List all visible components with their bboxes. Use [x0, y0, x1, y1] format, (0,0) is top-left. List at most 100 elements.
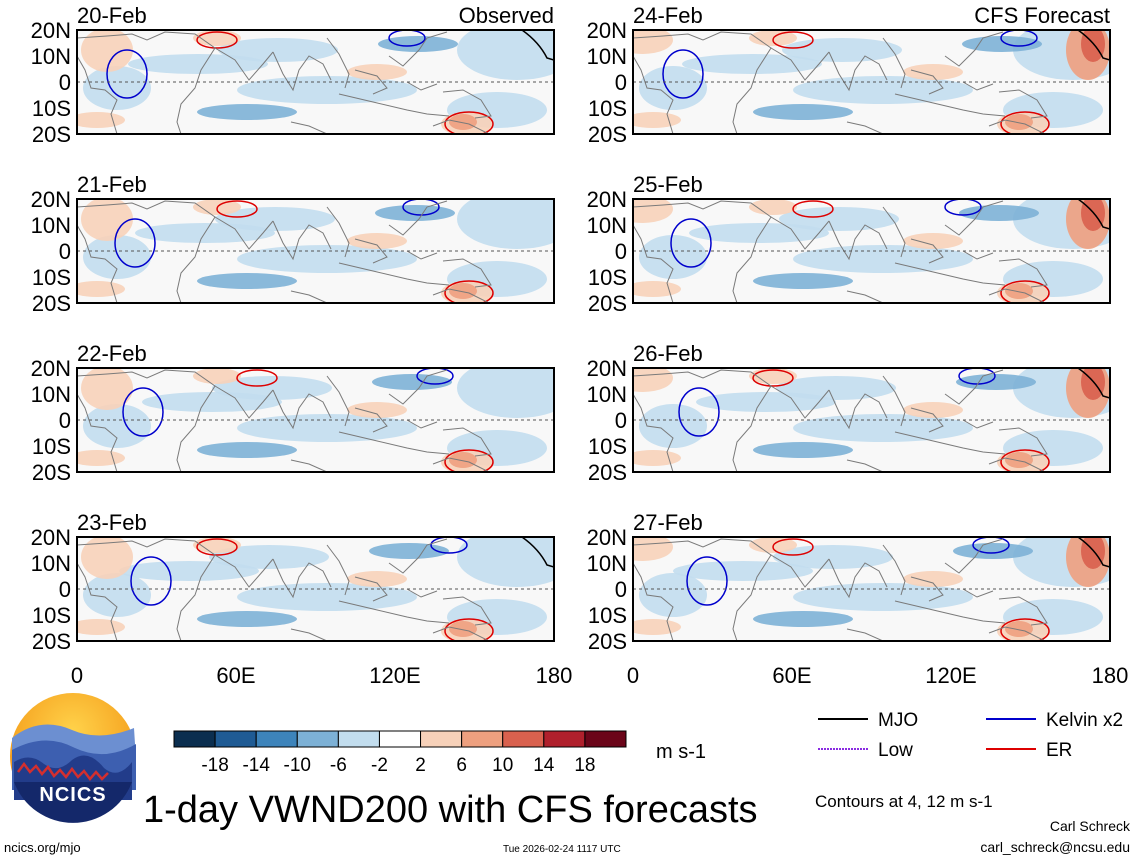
anomaly-shading: [77, 199, 554, 303]
chart-title: 1-day VWND200 with CFS forecasts: [143, 789, 758, 831]
y-tick-label: 10S: [588, 96, 627, 121]
panel-frame: [632, 536, 1111, 642]
mjo-contour: [1077, 199, 1110, 230]
legend-er-label: ER: [1046, 740, 1072, 761]
panel-date: 25-Feb: [633, 172, 703, 197]
y-tick-label: 10N: [587, 551, 627, 576]
logo-text: NCICS: [39, 784, 106, 806]
kelvin-contour: [402, 199, 440, 216]
panel-frame: [632, 367, 1111, 473]
footer-author: Carl Schreck: [1050, 818, 1131, 834]
mjo-contour: [1077, 537, 1110, 568]
mjo-contour: [521, 537, 554, 568]
colorbar-swatch: [173, 730, 216, 748]
coastlines: [77, 369, 492, 472]
mjo-contour: [521, 30, 554, 61]
coastlines: [633, 538, 1048, 641]
coastlines: [633, 369, 1048, 472]
y-tick-label: 10S: [588, 603, 627, 628]
footer-email: carl_schreck@ncsu.edu: [980, 839, 1130, 855]
panel-frame: [632, 29, 1111, 135]
kelvin-contour: [430, 537, 468, 554]
legend-kelvin-label: Kelvin x2: [1046, 710, 1123, 731]
er-contour: [1000, 618, 1050, 641]
colorbar-swatch: [296, 730, 339, 748]
y-tick-label: 20N: [587, 356, 627, 381]
er-contour: [236, 369, 278, 387]
legend: MJO Kelvin x2 Low ER: [818, 710, 1123, 761]
y-tick-label: 20S: [32, 629, 71, 654]
er-contour: [444, 618, 494, 641]
kelvin-contour: [106, 49, 148, 99]
colorbar-tick-label: -2: [371, 755, 388, 776]
y-tick-label: 20N: [31, 18, 71, 43]
panel-source-tag: CFS Forecast: [974, 3, 1110, 28]
y-tick-label: 10N: [31, 382, 71, 407]
panel-frame: [76, 29, 555, 135]
y-tick-label: 0: [615, 408, 627, 433]
y-tick-label: 10N: [587, 382, 627, 407]
anomaly-shading: [77, 537, 554, 641]
colorbar-tick-label: -6: [330, 755, 347, 776]
colorbar-tick-label: -14: [242, 755, 270, 776]
er-contour: [772, 538, 814, 556]
panel-date: 27-Feb: [633, 510, 703, 535]
kelvin-contour: [958, 368, 996, 385]
colorbar-swatch: [255, 730, 298, 748]
panel-date: 24-Feb: [633, 3, 703, 28]
y-tick-label: 10S: [32, 603, 71, 628]
y-tick-label: 0: [615, 239, 627, 264]
er-contour: [752, 369, 794, 387]
kelvin-contour: [686, 556, 728, 606]
x-tick-left-60e: 60E: [216, 663, 255, 688]
legend-mjo-label: MJO: [878, 710, 918, 731]
x-tick-left-0: 0: [71, 663, 83, 688]
er-contour: [444, 111, 494, 134]
x-tick-left-180: 180: [536, 663, 573, 688]
anomaly-shading: [633, 30, 1110, 134]
y-tick-label: 20N: [31, 525, 71, 550]
er-contour: [196, 31, 238, 49]
anomaly-shading: [633, 537, 1110, 641]
y-tick-label: 0: [615, 70, 627, 95]
colorbar-tick-label: 10: [492, 755, 513, 776]
legend-low-label: Low: [878, 740, 913, 761]
anomaly-shading: [633, 368, 1110, 472]
kelvin-contour: [114, 218, 156, 268]
x-tick-right-180: 180: [1092, 663, 1129, 688]
y-tick-label: 20N: [587, 18, 627, 43]
units-label: m s-1: [656, 741, 706, 763]
y-tick-label: 10N: [31, 213, 71, 238]
y-tick-label: 10S: [32, 265, 71, 290]
y-tick-label: 20N: [31, 356, 71, 381]
y-tick-label: 20N: [587, 525, 627, 550]
colorbar-tick-label: 2: [415, 755, 426, 776]
er-contour: [792, 200, 834, 218]
y-tick-label: 20S: [588, 122, 627, 147]
y-tick-label: 20S: [588, 629, 627, 654]
colorbar-tick-label: 14: [533, 755, 555, 776]
y-tick-label: 20S: [32, 291, 71, 316]
y-tick-label: 10S: [588, 434, 627, 459]
kelvin-contour: [944, 199, 982, 216]
colorbar-swatch: [420, 730, 463, 748]
er-contour: [1000, 111, 1050, 134]
colorbar-tick-label: -10: [284, 755, 311, 776]
coastlines: [77, 200, 492, 303]
x-tick-right-60e: 60E: [772, 663, 811, 688]
y-tick-label: 0: [615, 577, 627, 602]
y-tick-label: 10N: [587, 213, 627, 238]
kelvin-contour: [130, 556, 172, 606]
y-tick-label: 20S: [32, 460, 71, 485]
kelvin-contour: [122, 387, 164, 437]
colorbar-swatch: [502, 730, 545, 748]
panel-frame: [632, 198, 1111, 304]
y-tick-label: 20N: [31, 187, 71, 212]
